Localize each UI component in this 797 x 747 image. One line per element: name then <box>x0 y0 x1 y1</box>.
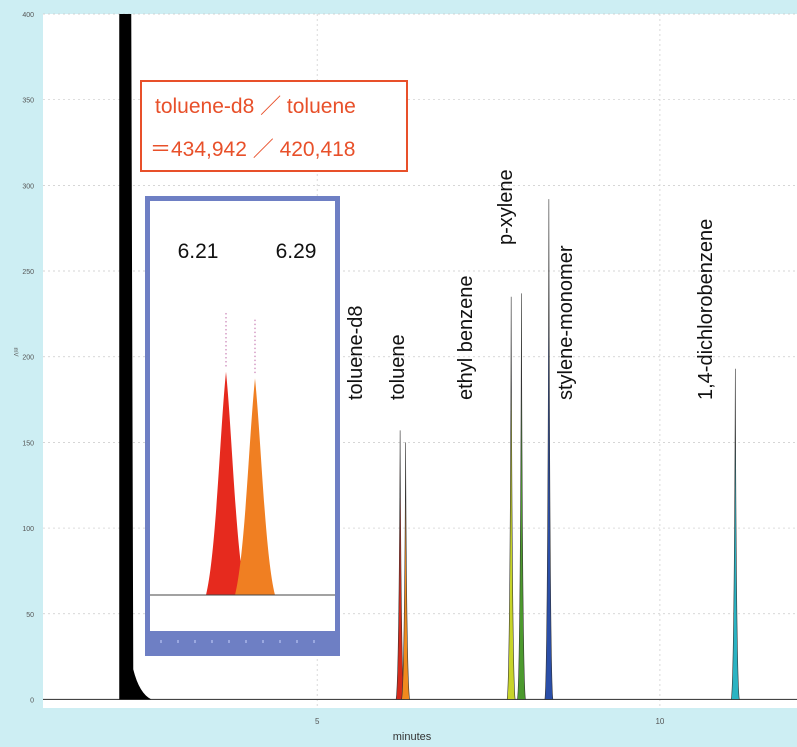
inset-tick <box>279 640 281 643</box>
peak-label-5: 1,4-dichlorobenzene <box>695 219 717 400</box>
inset-tick <box>296 640 298 643</box>
y-tick-label: 200 <box>22 355 34 362</box>
inset-dot <box>225 352 227 355</box>
y-tick-label: 350 <box>22 98 34 105</box>
solvent-peak <box>119 14 152 700</box>
inset-dot <box>225 356 227 359</box>
inset-dot <box>254 371 256 374</box>
inset-dot <box>225 320 227 323</box>
peak-5 <box>730 368 740 700</box>
inset-dot <box>225 336 227 339</box>
peak-labels: toluene-d8 toluene ethyl benzene p-xylene st… <box>345 169 717 400</box>
inset-peak-0 <box>206 371 246 595</box>
inset-zoom: 6.21 6.29 <box>145 196 340 656</box>
inset-tick <box>194 640 196 643</box>
inset-peak-1 <box>235 378 275 595</box>
y-tick-label: 250 <box>22 269 34 276</box>
inset-dot <box>225 344 227 347</box>
inset-dot <box>254 363 256 366</box>
inset-tick <box>245 640 247 643</box>
inset-tick <box>228 640 230 643</box>
inset-tick <box>313 640 315 643</box>
inset-dot <box>225 364 227 367</box>
inset-dot <box>225 332 227 335</box>
ratio-box-line2: ＝434,942 ／ 420,418 <box>150 138 356 161</box>
inset-dot <box>225 312 227 315</box>
peaks <box>119 14 740 700</box>
inset-dot <box>254 335 256 338</box>
inset-dot <box>254 343 256 346</box>
ratio-box: toluene-d8 ／ toluene ＝434,942 ／ 420,418 <box>140 80 408 172</box>
peak-label-3: p-xylene <box>495 169 517 245</box>
inset-peaks <box>160 312 315 643</box>
peak-label-4: stylene-monomer <box>555 245 577 400</box>
ratio-box-frame <box>140 80 408 172</box>
y-tick-label: 50 <box>26 612 34 619</box>
left-axis-band <box>15 0 43 742</box>
inset-dot <box>254 319 256 322</box>
inset-dot <box>225 340 227 343</box>
y-axis: 0 50 100 150 200 250 300 350 400 <box>22 12 34 704</box>
inset-dot <box>254 331 256 334</box>
peak-label-1: toluene <box>387 334 409 400</box>
y-tick-label: 0 <box>30 697 34 704</box>
inset-tick <box>177 640 179 643</box>
inset-dot <box>254 347 256 350</box>
peak-4 <box>544 199 554 700</box>
inset-dot <box>254 351 256 354</box>
peak-1 <box>401 442 410 700</box>
inset-dot <box>254 355 256 358</box>
inset-dot <box>225 360 227 363</box>
inset-label-1: 6.21 <box>178 240 219 263</box>
x-tick-label: 5 <box>315 717 320 726</box>
peak-2 <box>506 296 516 700</box>
peak-label-0: toluene-d8 <box>345 305 367 400</box>
inset-dot <box>225 348 227 351</box>
ratio-box-line1: toluene-d8 ／ toluene <box>155 95 356 118</box>
inset-dot <box>254 323 256 326</box>
inset-tick <box>211 640 213 643</box>
inset-dot <box>254 327 256 330</box>
y-tick-label: 100 <box>22 526 34 533</box>
x-tick-label: 10 <box>655 717 664 726</box>
inset-dot <box>225 316 227 319</box>
inset-dot <box>254 339 256 342</box>
x-axis-label: minutes <box>393 731 432 742</box>
inset-tick <box>262 640 264 643</box>
x-axis: 5 10 <box>315 717 665 726</box>
inset-dot <box>254 359 256 362</box>
inset-dot <box>254 367 256 370</box>
y-axis-label: mV <box>12 348 18 357</box>
inset-tick <box>160 640 162 643</box>
y-tick-label: 400 <box>22 12 34 19</box>
top-band <box>43 0 797 14</box>
inset-label-2: 6.29 <box>276 240 317 263</box>
y-tick-label: 300 <box>22 183 34 190</box>
bottom-axis-band <box>43 708 797 742</box>
inset-dot <box>225 324 227 327</box>
peak-3 <box>517 293 526 700</box>
inset-dot <box>225 328 227 331</box>
y-tick-label: 150 <box>22 440 34 447</box>
peak-label-2: ethyl benzene <box>455 275 477 400</box>
peak-0 <box>395 430 405 700</box>
